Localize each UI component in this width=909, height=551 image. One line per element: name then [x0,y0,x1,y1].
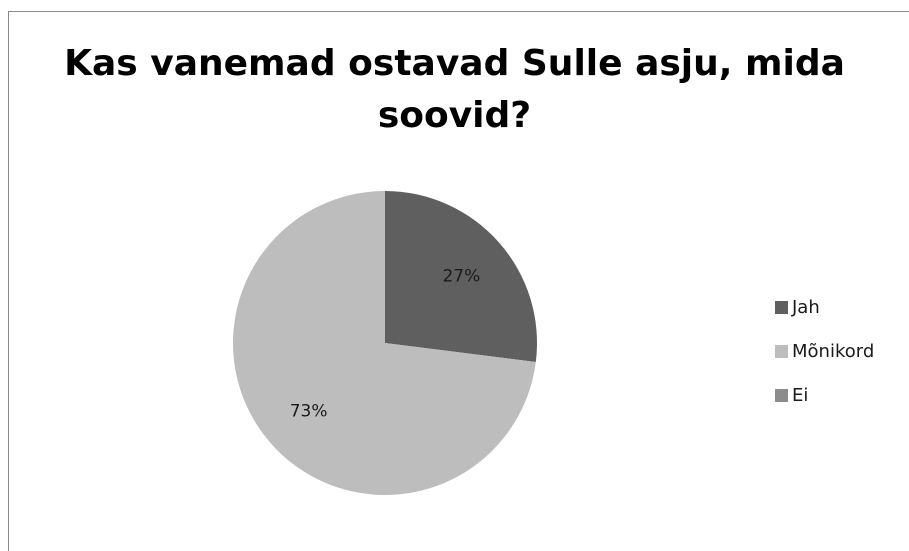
legend: Jah Mõnikord Ei [775,285,874,417]
legend-item-ei: Ei [775,373,874,417]
legend-label: Jah [792,296,820,318]
pie-chart: 27% 73% [233,191,537,495]
legend-label: Mõnikord [792,340,875,362]
legend-label: Ei [792,384,809,406]
legend-item-jah: Jah [775,285,874,329]
data-label-jah: 27% [442,267,480,287]
pie-slice-m-nikord [233,191,536,495]
chart-title: Kas vanemad ostavad Sulle asju, mida soo… [0,38,909,142]
data-label-m-nikord: 73% [290,401,328,421]
legend-item-m-nikord: Mõnikord [775,329,874,373]
chart-title-line-1: Kas vanemad ostavad Sulle asju, mida [64,43,845,84]
legend-swatch [775,344,788,358]
pie-slice-jah [385,191,537,363]
chart-title-line-2: soovid? [377,95,532,136]
legend-swatch [775,388,788,402]
legend-swatch [775,300,788,314]
